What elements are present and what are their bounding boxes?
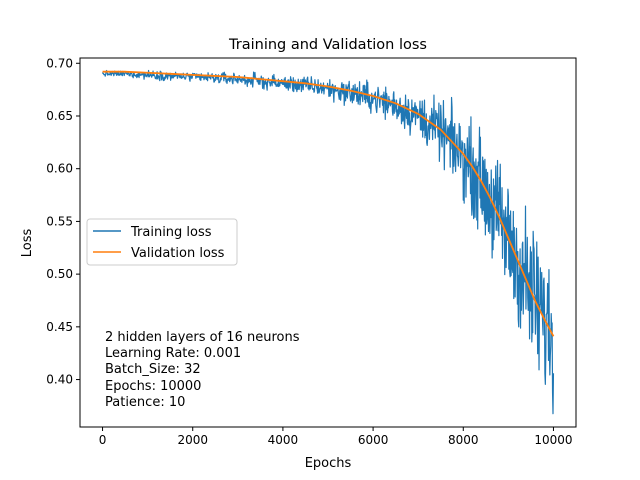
x-tick-label: 4000 (268, 433, 299, 447)
x-axis-label: Epochs (305, 456, 352, 471)
annotation-line: Batch_Size: 32 (105, 362, 201, 377)
annotation-line: Epochs: 10000 (105, 379, 201, 394)
annotation-line: Patience: 10 (105, 395, 185, 410)
validation-loss-line (102, 70, 555, 337)
x-tick-label: 8000 (448, 433, 479, 447)
y-tick-label: 0.50 (46, 267, 73, 281)
training-loss-line (101, 69, 555, 415)
y-tick-label: 0.40 (46, 373, 73, 387)
y-tick-label: 0.45 (46, 320, 73, 334)
legend-label-validation: Validation loss (131, 246, 225, 261)
y-tick-label: 0.70 (46, 56, 73, 70)
plot-area (101, 69, 555, 415)
chart-title: Training and Validation loss (228, 37, 427, 53)
plot-frame (79, 57, 577, 428)
x-tick-label: 6000 (358, 433, 389, 447)
axis-ticks: 0 2000 4000 6000 8000 10000 0.40 0.45 0.50 0.55 0.… (46, 56, 572, 447)
x-tick-label: 10000 (534, 433, 572, 447)
y-tick-label: 0.60 (46, 162, 73, 176)
y-axis-label: Loss (20, 229, 35, 258)
annotation-line: 2 hidden layers of 16 neurons (105, 330, 300, 345)
legend-box (86, 218, 238, 266)
x-tick-label: 2000 (177, 433, 208, 447)
y-tick-label: 0.55 (46, 214, 73, 228)
legend-label-training: Training loss (130, 225, 212, 240)
legend: Training loss Validation loss (86, 218, 238, 266)
hyperparameter-annotation: 2 hidden layers of 16 neurons Learning R… (105, 330, 300, 410)
annotation-line: Learning Rate: 0.001 (105, 346, 241, 361)
x-tick-label: 0 (99, 433, 107, 447)
y-tick-label: 0.65 (46, 109, 73, 123)
